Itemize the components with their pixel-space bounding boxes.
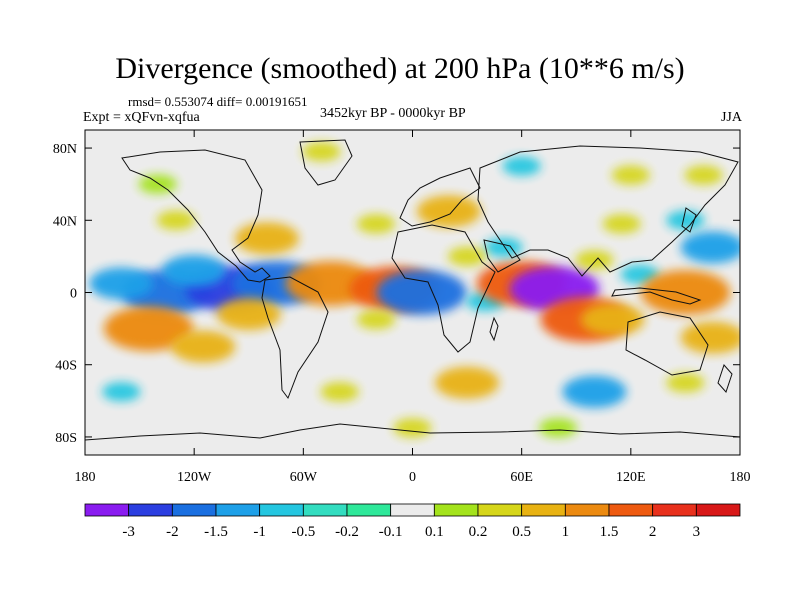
colorbar-swatch <box>302 503 348 517</box>
y-tick-label: 40N <box>53 214 77 229</box>
colorbar-swatch <box>259 503 304 517</box>
colorbar-label: -1.5 <box>204 524 228 540</box>
field-feature <box>435 366 500 399</box>
colorbar-label: 0.2 <box>469 524 488 540</box>
colorbar-swatch <box>433 503 479 517</box>
field-feature <box>666 210 705 230</box>
colorbar-swatch <box>215 503 261 517</box>
field-feature <box>602 214 641 234</box>
field-feature <box>447 246 487 266</box>
divergence-field <box>89 142 740 438</box>
experiment-label: Expt = xQFvn-xqfua <box>83 110 200 125</box>
field-feature <box>302 142 341 162</box>
colorbar: -3 -2 -1.5 -1 -0.5 -0.2 -0.1 0.1 0.2 0.5 1 1.5 2 3 <box>84 503 741 540</box>
colorbar-swatch <box>128 503 173 517</box>
field-feature <box>640 270 731 315</box>
field-feature <box>580 303 645 336</box>
period-label: 3452kyr BP - 0000kyr BP <box>320 106 466 121</box>
field-feature <box>356 309 396 330</box>
colorbar-label: -0.1 <box>379 524 403 540</box>
colorbar-label: -3 <box>122 524 135 540</box>
x-tick-label: 120E <box>616 470 646 485</box>
field-feature <box>103 306 194 352</box>
field-feature <box>680 321 740 354</box>
season-label: JJA <box>720 110 742 125</box>
axes: 180 120W 60W 0 60E 120E 180 80N 40N 0 40S 80S <box>53 130 751 485</box>
colorbar-label: -0.2 <box>335 524 359 540</box>
colorbar-swatch <box>171 503 217 517</box>
field-feature <box>393 418 432 438</box>
chart-title: Divergence (smoothed) at 200 hPa (10**6 … <box>115 52 685 85</box>
field-feature <box>680 231 740 264</box>
field-feature <box>234 222 299 255</box>
x-tick-label: 60W <box>290 470 318 485</box>
field-feature <box>320 382 359 402</box>
colorbar-label: 1.5 <box>600 524 619 540</box>
field-feature <box>538 418 578 438</box>
colorbar-swatch <box>390 503 435 517</box>
field-feature <box>666 373 705 393</box>
field-feature <box>611 165 651 185</box>
x-tick-label: 60E <box>510 470 533 485</box>
colorbar-swatch <box>84 503 130 517</box>
colorbar-label: 1 <box>562 524 570 540</box>
x-tick-label: 0 <box>409 470 416 485</box>
colorbar-label: 0.1 <box>425 524 444 540</box>
y-tick-label: 80N <box>53 142 77 157</box>
field-feature <box>502 156 541 176</box>
colorbar-swatch <box>652 503 697 517</box>
field-feature <box>102 382 141 402</box>
colorbar-label: -0.5 <box>291 524 315 540</box>
stats-line: rmsd= 0.553074 diff= 0.00191651 <box>128 94 308 109</box>
colorbar-label: 0.5 <box>512 524 531 540</box>
field-feature <box>484 237 523 257</box>
colorbar-swatch <box>346 503 392 517</box>
colorbar-label: 2 <box>649 524 657 540</box>
field-feature <box>89 267 154 300</box>
field-feature <box>575 250 614 270</box>
field-feature <box>162 254 227 287</box>
field-feature <box>684 165 723 185</box>
field-feature <box>156 210 196 230</box>
colorbar-swatch <box>477 503 523 517</box>
colorbar-label: 3 <box>693 524 701 540</box>
field-feature <box>376 270 467 315</box>
field-feature <box>416 195 481 228</box>
colorbar-label: -2 <box>166 524 179 540</box>
colorbar-swatch <box>521 503 566 517</box>
y-tick-label: 0 <box>70 287 77 302</box>
colorbar-swatch <box>608 503 654 517</box>
coastlines <box>85 139 740 441</box>
field-feature <box>356 214 396 234</box>
y-tick-label: 80S <box>55 431 77 446</box>
colorbar-swatch <box>695 503 741 517</box>
x-tick-label: 120W <box>177 470 212 485</box>
field-feature <box>562 375 627 408</box>
y-tick-label: 40S <box>55 359 77 374</box>
colorbar-swatch <box>564 503 610 517</box>
x-tick-label: 180 <box>75 470 96 485</box>
x-tick-label: 180 <box>730 470 751 485</box>
field-feature <box>138 174 177 194</box>
colorbar-label: -1 <box>253 524 266 540</box>
field-feature <box>171 330 236 363</box>
